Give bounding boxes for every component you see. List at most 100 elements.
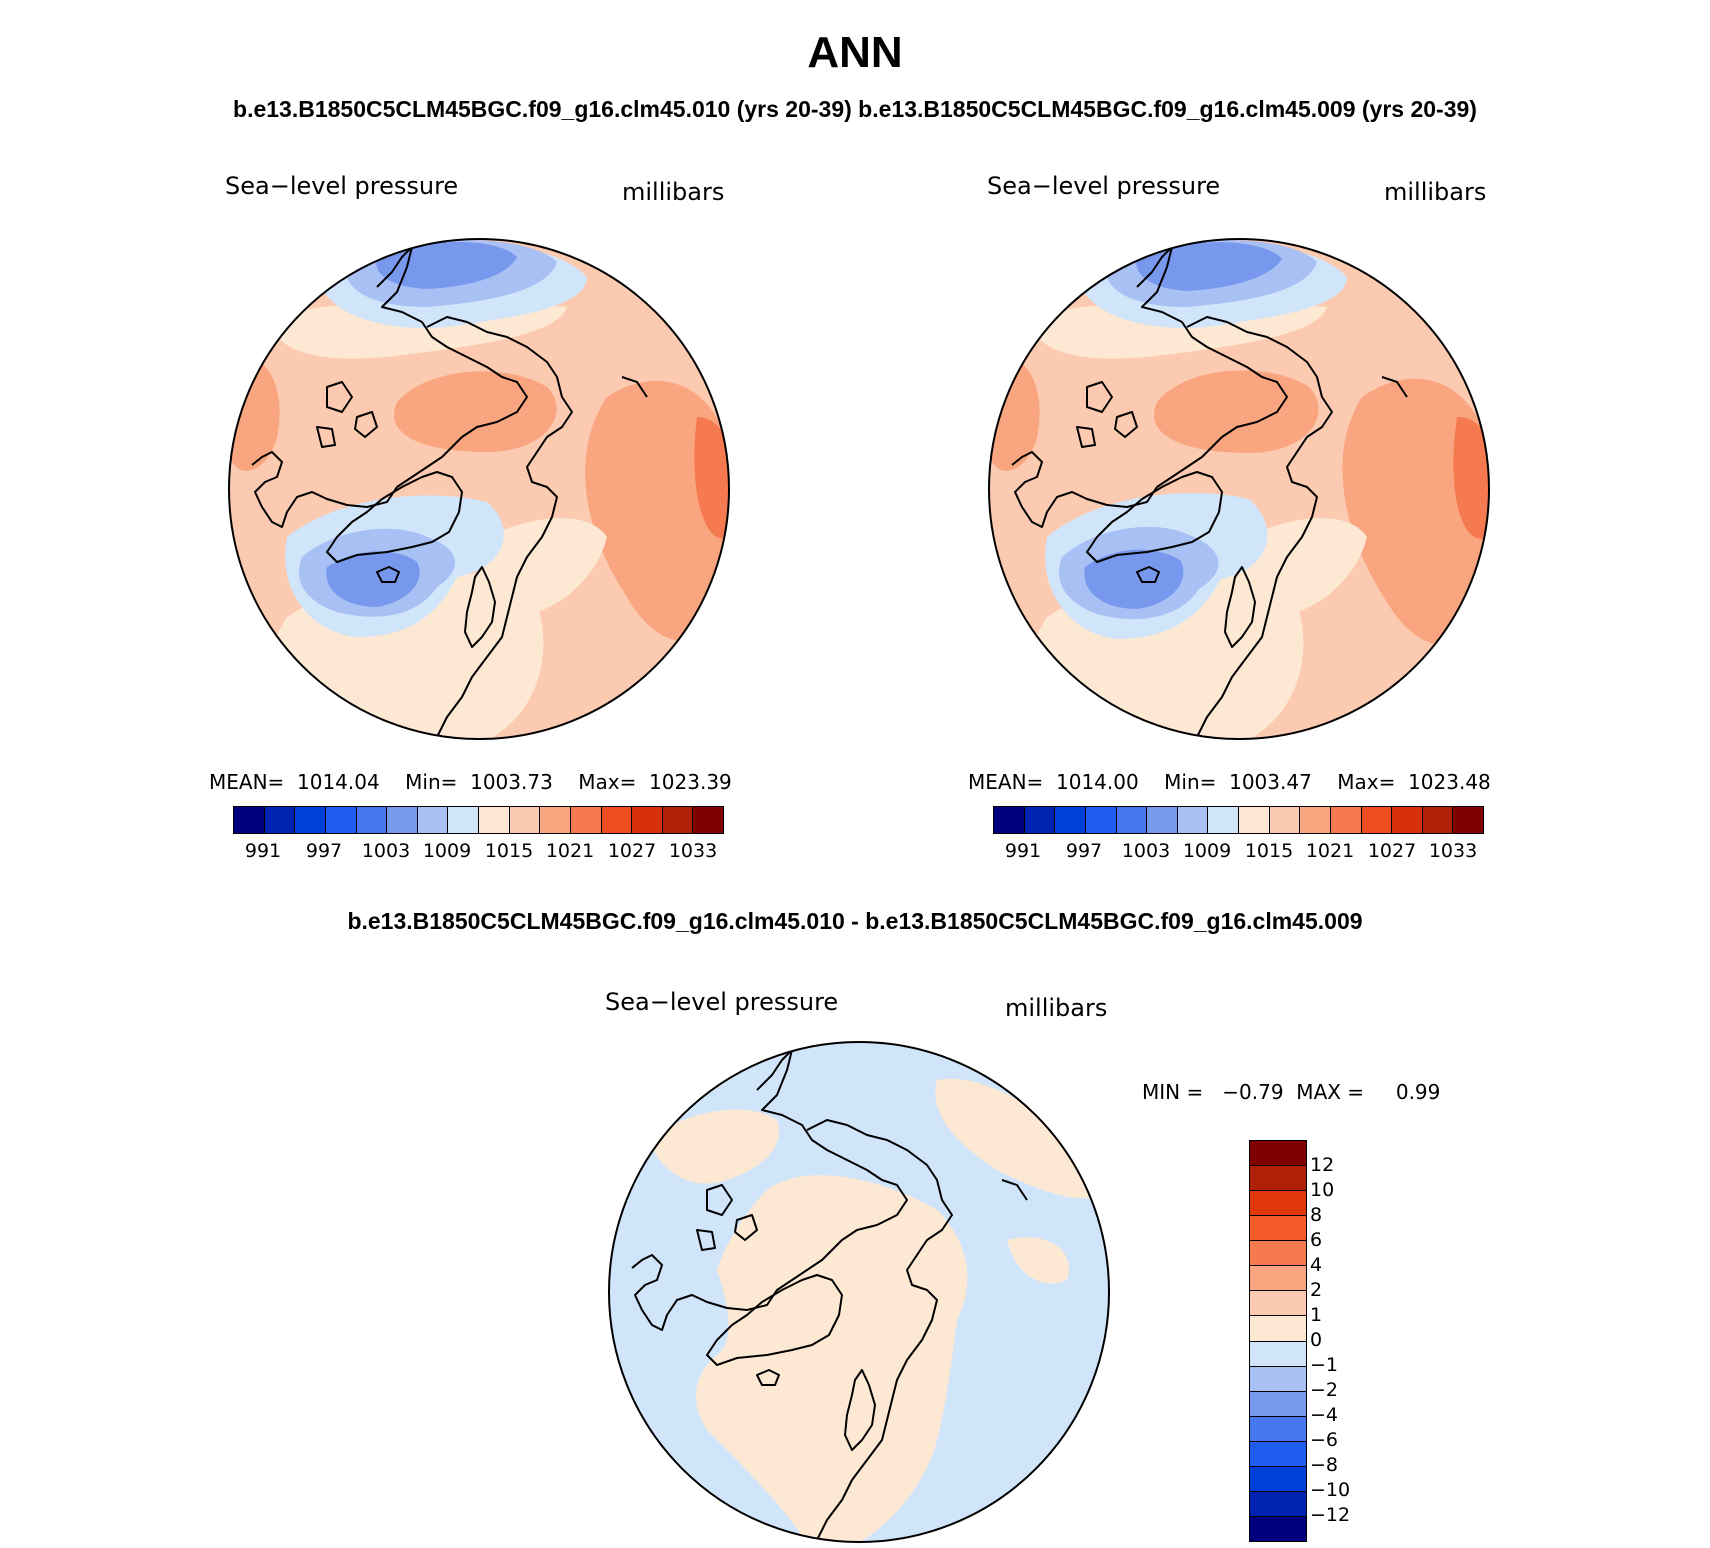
swatch (1208, 807, 1239, 833)
difference-title: b.e13.B1850C5CLM45BGC.f09_g16.clm45.010 … (347, 908, 1363, 934)
diff-contours (609, 1042, 1109, 1542)
swatch (1250, 1241, 1306, 1267)
panel1-colorbar-ticks: 991 997 1003 1009 1015 1021 1027 1033 (233, 840, 724, 864)
coast-scandinavia (464, 566, 496, 648)
diff-units-label: millibars (1005, 994, 1108, 1022)
tick-label: 1003 (361, 840, 411, 862)
tick-label: 1021 (545, 840, 595, 862)
swatch (1085, 807, 1117, 833)
coast-north-america (631, 1049, 908, 1331)
diff-field-positive-main (696, 1175, 968, 1542)
tick-label: 1003 (1121, 840, 1171, 862)
diff-map (608, 1041, 1110, 1543)
tick-label: 8 (1310, 1204, 1323, 1226)
pressure-field-high-center (394, 371, 557, 452)
coast-eurasia (806, 1119, 953, 1541)
panel2-contours (989, 239, 1489, 739)
swatch (1250, 1316, 1306, 1342)
coast-japan (621, 376, 648, 398)
coast-archipelago (1076, 381, 1138, 448)
swatch (1239, 807, 1270, 833)
coast-scandinavia (1224, 566, 1256, 648)
tick-label: −2 (1310, 1379, 1339, 1401)
tick-label: 1015 (484, 840, 534, 862)
swatch (570, 807, 602, 833)
tick-label: 997 (1065, 840, 1103, 862)
swatch (1250, 1441, 1306, 1467)
diff-variable-label: Sea−level pressure (605, 988, 839, 1016)
coast-greenland (326, 471, 463, 563)
swatch (601, 807, 633, 833)
tick-label: −12 (1310, 1504, 1351, 1526)
tick-label: 1 (1310, 1304, 1323, 1326)
tick-label: −8 (1310, 1454, 1339, 1476)
tick-label: 6 (1310, 1229, 1323, 1251)
coast-scandinavia (844, 1369, 876, 1451)
tick-label: −10 (1310, 1479, 1351, 1501)
swatch (1361, 807, 1393, 833)
swatch (693, 807, 723, 833)
panel2-units-label: millibars (1384, 178, 1487, 206)
swatch (1422, 807, 1454, 833)
swatch (1392, 807, 1423, 833)
pressure-field-high-center (1154, 370, 1319, 453)
coast-archipelago (316, 381, 378, 448)
diff-field-positive-east (1007, 1237, 1069, 1284)
swatch (1250, 1491, 1306, 1517)
swatch (1250, 1191, 1306, 1217)
swatch (632, 807, 663, 833)
tick-label: 4 (1310, 1254, 1323, 1276)
tick-label: 1009 (422, 840, 472, 862)
swatch (1024, 807, 1056, 833)
tick-label: 997 (305, 840, 343, 862)
pressure-field-low-north-core (1136, 242, 1282, 291)
swatch (1250, 1341, 1306, 1367)
diff-minmax: MIN = −0.79 MAX = 0.99 (1142, 1080, 1441, 1104)
panel2-variable-label: Sea−level pressure (987, 172, 1221, 200)
swatch (264, 807, 296, 833)
swatch (1250, 1216, 1306, 1242)
swatch (325, 807, 357, 833)
swatch (1300, 807, 1331, 833)
tick-label: 2 (1310, 1279, 1323, 1301)
tick-label: 991 (1004, 840, 1042, 862)
diff-field-positive-northeast (935, 1078, 1107, 1199)
tick-label: −6 (1310, 1429, 1339, 1451)
coast-archipelago (696, 1184, 758, 1251)
swatch (540, 807, 571, 833)
pressure-field-low-south-core (326, 551, 420, 607)
tick-label: 1015 (1244, 840, 1294, 862)
case-names-title: b.e13.B1850C5CLM45BGC.f09_g16.clm45.010 … (233, 96, 1477, 122)
diff-field-positive-north (647, 1109, 779, 1184)
swatch (417, 807, 449, 833)
diff-colorbar-ticks: 12 10 8 6 4 2 1 0 −1 −2 −4 −6 −8 −10 −12 (1310, 1140, 1370, 1540)
tick-label: −1 (1310, 1354, 1339, 1376)
coast-eurasia (1186, 316, 1333, 738)
coast-greenland (706, 1274, 843, 1366)
swatch (1250, 1366, 1306, 1392)
swatch (1250, 1416, 1306, 1442)
panel1-colorbar: 991 997 1003 1009 1015 1021 1027 1033 (233, 806, 724, 864)
coast-iceland (1136, 566, 1160, 583)
coast-iceland (756, 1369, 780, 1386)
pressure-field-pale-southeast (476, 518, 607, 617)
tick-label: 12 (1310, 1154, 1335, 1176)
tick-label: 1009 (1182, 840, 1232, 862)
coast-japan (1001, 1179, 1028, 1201)
coast-japan (1381, 376, 1408, 398)
panel1-variable-label: Sea−level pressure (225, 172, 459, 200)
swatch (1250, 1466, 1306, 1492)
tick-label: 10 (1310, 1179, 1335, 1201)
panel1-contours (229, 239, 729, 739)
swatch (1250, 1391, 1306, 1417)
diff-colorbar (1249, 1140, 1307, 1542)
panel2-colorbar-swatches (993, 806, 1484, 834)
swatch (662, 807, 694, 833)
tick-label: −4 (1310, 1404, 1339, 1426)
swatch (994, 807, 1025, 833)
swatch (1147, 807, 1178, 833)
pressure-field-low-north-core (376, 242, 517, 289)
tick-label: 0 (1310, 1329, 1323, 1351)
swatch (1177, 807, 1209, 833)
swatch (387, 807, 418, 833)
